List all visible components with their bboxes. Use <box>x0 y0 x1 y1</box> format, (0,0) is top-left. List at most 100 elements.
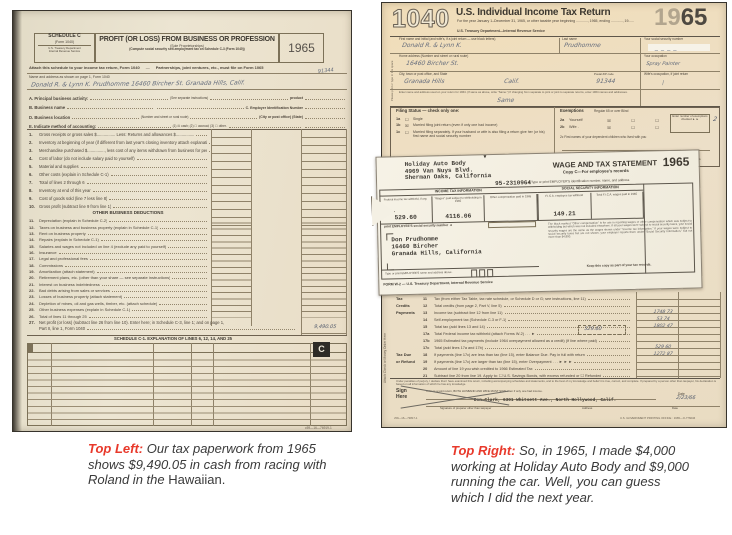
w2-fine-print: The block marked "Other compensation" is… <box>547 218 693 239</box>
wife-occupation-label: Wife's occupation, if joint return <box>644 72 689 76</box>
caption-left-body: Our tax paperwork from 1965 shows $9,490… <box>88 441 327 487</box>
first-name-label: First name and initial (and wife's, if a… <box>399 37 496 41</box>
exemptions-list: 2a Yourself ☒ ☐ ☐ 2b Wife . ☒ ☐ ☐ <box>560 115 668 131</box>
ssn-redaction <box>648 44 710 51</box>
city-handwriting: Granada Hills <box>403 78 446 85</box>
c1-col-header <box>28 343 29 352</box>
home-address-label: Home address (Number and street or rural… <box>399 54 469 58</box>
form-1040-scan: Attach Copy B of Form W-2 Here Attach Ch… <box>371 2 727 428</box>
occupation-label: Your occupation <box>644 54 667 58</box>
zip-label: Postal ZIP code <box>594 72 614 76</box>
city-label: City, town or post office, and State <box>399 72 448 76</box>
sign-here-label: Sign Here <box>396 388 408 400</box>
form-id: SCHEDULE C <box>48 33 81 39</box>
preparer-label: Signature of preparer other than taxpaye… <box>440 406 492 410</box>
c1-col-header <box>31 343 32 352</box>
schedule-c-title: PROFIT (OR LOSS) FROM BUSINESS OR PROFES… <box>99 36 275 43</box>
c1-col-header <box>32 343 33 352</box>
print-type-strip: Please print or type in this space <box>390 60 394 101</box>
exemption-65-checkbox: ☐ <box>631 118 635 123</box>
w2-employer-block: Holiday Auto Body 4969 Van Nuys Blvd. Sh… <box>404 159 492 182</box>
w2-ssn-box <box>487 221 537 229</box>
w2-amount: 4116.06 <box>445 212 472 221</box>
form-number: 1040 <box>392 5 450 34</box>
caption-left: Top Left: Our tax paperwork from 1965 sh… <box>88 441 352 488</box>
net-profit-line2: Part II, line 1, Form 1040 <box>39 326 297 331</box>
exemption-count-box: Enter number of exemptions checked ► ► <box>670 114 710 133</box>
c1-header-row <box>27 343 347 353</box>
c1-table <box>27 343 347 426</box>
sign-note: If this is a joint return, BOTH HUSBAND … <box>426 389 543 393</box>
exemption-65-checkbox: ☐ <box>631 126 635 130</box>
deductions-header: OTHER BUSINESS DEDUCTIONS <box>92 210 164 215</box>
filing-checkbox: ☒ <box>405 124 409 128</box>
home-address-handwriting: 16460 Bircher St. <box>405 60 460 67</box>
filing-checkbox: ☐ <box>405 130 409 135</box>
c1-col-header <box>29 343 30 352</box>
w2-ss-cells: F.I.C.A. employee tax withheld 149.21 To… <box>537 191 644 221</box>
schedule-c-footer: c59—16—76919-1 <box>305 426 332 430</box>
exemption-regular-checkbox: ☒ <box>607 126 611 130</box>
exemptions-columns: Regular 65 or over Blind <box>594 109 629 113</box>
c1-col-header <box>27 343 28 352</box>
net-profit-line: 27. Net profit (or loss) (subtract line … <box>29 320 225 325</box>
business-fields: A. Principal business activity: (See sep… <box>29 91 347 129</box>
schedule-c-subtitle2: (Compute social security self-employment… <box>129 46 245 51</box>
same-note: Enter name and address used on your retu… <box>399 90 628 94</box>
first-name-handwriting: Donald R. & Lynn K. <box>401 42 463 49</box>
margin-attach-check: Attach Check or Money Order Here <box>383 333 387 383</box>
form-footer-right: U.S. GOVERNMENT PRINTING OFFICE : 1965—O… <box>620 416 696 420</box>
c1-body-rules <box>28 354 346 425</box>
last-name-handwriting: Prudhomme <box>563 42 602 49</box>
withholding-inset-box <box>578 325 626 335</box>
schedule-c-year: 1965 <box>288 41 315 55</box>
last-name-label: Last name <box>562 37 577 41</box>
form-footer-left: c59—16—73817-1 <box>394 416 418 420</box>
caption-left-prefix: Top Left: <box>88 441 144 456</box>
schedule-c-form-box: SCHEDULE C (Form 1040) U.S. Treasury Dep… <box>34 33 95 63</box>
caption-right: Top Right: So, in 1965, I made $4,000 wo… <box>451 443 691 505</box>
caption-right-body: So, in 1965, I made $4,000 working at Ho… <box>451 443 690 505</box>
filing-status-header: Filing Status — check only one: <box>396 108 460 113</box>
schedule-c-title-box: PROFIT (OR LOSS) FROM BUSINESS OR PROFES… <box>95 33 279 63</box>
date-col-label: Date <box>672 406 678 410</box>
form-subtitle: For the year January 1–December 31, 1965… <box>457 19 635 23</box>
page-badge-c: C <box>313 342 330 357</box>
w2-status-box <box>487 269 494 278</box>
exemptions-header: Exemptions <box>560 108 584 113</box>
withholding-inset-value: 529.60 <box>583 326 603 332</box>
signature-date-handwriting: 2/23/66 <box>675 395 696 401</box>
form-year: 1965 <box>654 4 708 31</box>
dependent-children-label: 2c First names of your dependent childre… <box>560 135 647 139</box>
scan-shadow-edge <box>13 11 22 431</box>
net-profit-value: 9,490.05 <box>313 324 337 330</box>
schedule-c-lines-11-26: 11. Depreciation (explain in Schedule C-… <box>29 217 209 319</box>
form-id-sub: (Form 1040) <box>54 39 75 44</box>
address-col-label: Address <box>582 406 593 410</box>
schedule-c-year-box: 1965 <box>279 33 324 63</box>
perjury-statement: Under penalties of perjury, I declare th… <box>396 379 717 387</box>
exemption-blind-checkbox: ☐ <box>655 118 659 123</box>
filing-checkbox: ☐ <box>405 117 409 122</box>
same-handwriting: Same <box>496 97 515 104</box>
amount-grid-b <box>211 217 251 318</box>
w2-income-cells: Federal income tax withheld, if any 529.… <box>379 194 538 224</box>
w2-fica-amount: 149.21 <box>553 210 576 218</box>
total-grid-a <box>301 130 346 226</box>
tax-amount-grid <box>636 293 720 377</box>
w2-amount <box>485 218 537 219</box>
schedule-c-scan: SCHEDULE C (Form 1040) U.S. Treasury Dep… <box>12 10 352 432</box>
form-dept: U.S. Treasury Department—Internal Revenu… <box>457 29 545 33</box>
caption-right-prefix: Top Right: <box>451 443 516 458</box>
w2-status-box <box>471 269 478 278</box>
w2-status-boxes <box>471 269 495 278</box>
dept-line1: U.S. Treasury Department <box>48 45 81 50</box>
w2-fica-amount <box>591 216 642 217</box>
total-grid-b <box>301 217 346 318</box>
w2-copy-label: Copy C—For employee's records <box>562 167 629 175</box>
schedule-c-lines-1-10: 1. Gross receipts or gross sales $......… <box>29 129 212 209</box>
ssn-label: Your social security number <box>644 37 684 41</box>
amount-grid-a <box>211 130 251 226</box>
preparer-typed-line: Don Clark, 6301 Whitsett Ave., North Hol… <box>474 398 617 403</box>
